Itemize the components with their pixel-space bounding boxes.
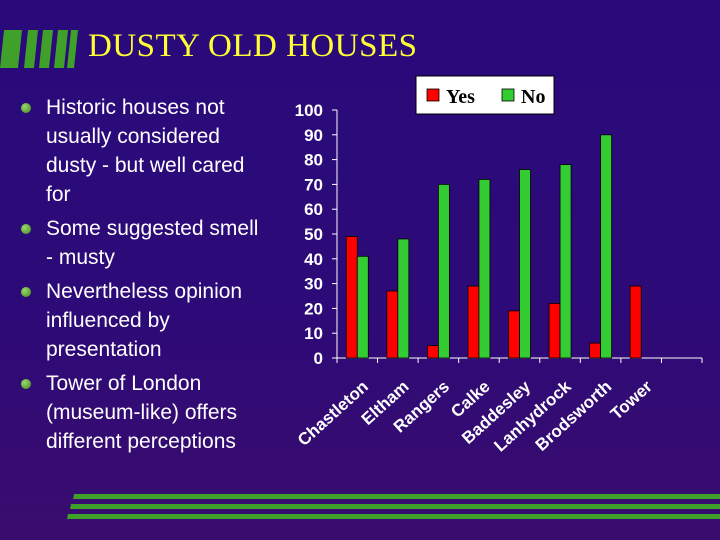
bullet-text: Tower of London (museum-like) offers dif… [46,372,237,453]
y-tick-label: 90 [304,126,323,145]
bullet-item: Historic houses not usually considered d… [18,93,268,209]
legend-label: No [521,86,545,108]
bar-no [600,134,613,359]
bullet-item: Nevertheless opinion influenced by prese… [18,277,268,364]
bullet-text: Historic houses not usually considered d… [46,96,245,206]
y-tick-label: 50 [304,225,323,244]
legend-swatch [426,88,440,102]
bar-no [519,169,531,359]
bar-no [559,164,572,359]
y-tick-label: 30 [304,275,323,294]
y-tick-label: 80 [304,151,323,170]
title-stripes-decoration [0,30,78,68]
y-tick-label: 0 [314,349,323,368]
y-tick-label: 10 [304,324,323,343]
bullet-dot-icon [21,379,31,389]
bullet-item: Tower of London (museum-like) offers dif… [18,369,268,456]
bullet-dot-icon [21,287,31,297]
bar-yes [629,285,642,359]
bar-no [356,255,369,359]
y-tick-label: 70 [304,175,323,194]
bullet-list: Historic houses not usually considered d… [18,93,268,461]
slide-title: DUSTY OLD HOUSES [88,28,418,64]
bullet-text: Nevertheless opinion influenced by prese… [46,280,243,361]
legend-swatch [501,88,515,102]
y-tick-label: 20 [304,299,323,318]
bullet-text: Some suggested smell - musty [46,217,259,269]
bullet-dot-icon [21,103,31,113]
bullet-item: Some suggested smell - musty [18,214,268,272]
y-tick-label: 100 [295,101,323,120]
y-tick-label: 40 [304,250,323,269]
y-tick-label: 60 [304,200,323,219]
legend-label: Yes [446,86,475,108]
bullet-dot-icon [21,224,31,234]
bar-no [478,179,491,359]
bar-no [397,238,410,359]
bar-no [437,183,450,359]
